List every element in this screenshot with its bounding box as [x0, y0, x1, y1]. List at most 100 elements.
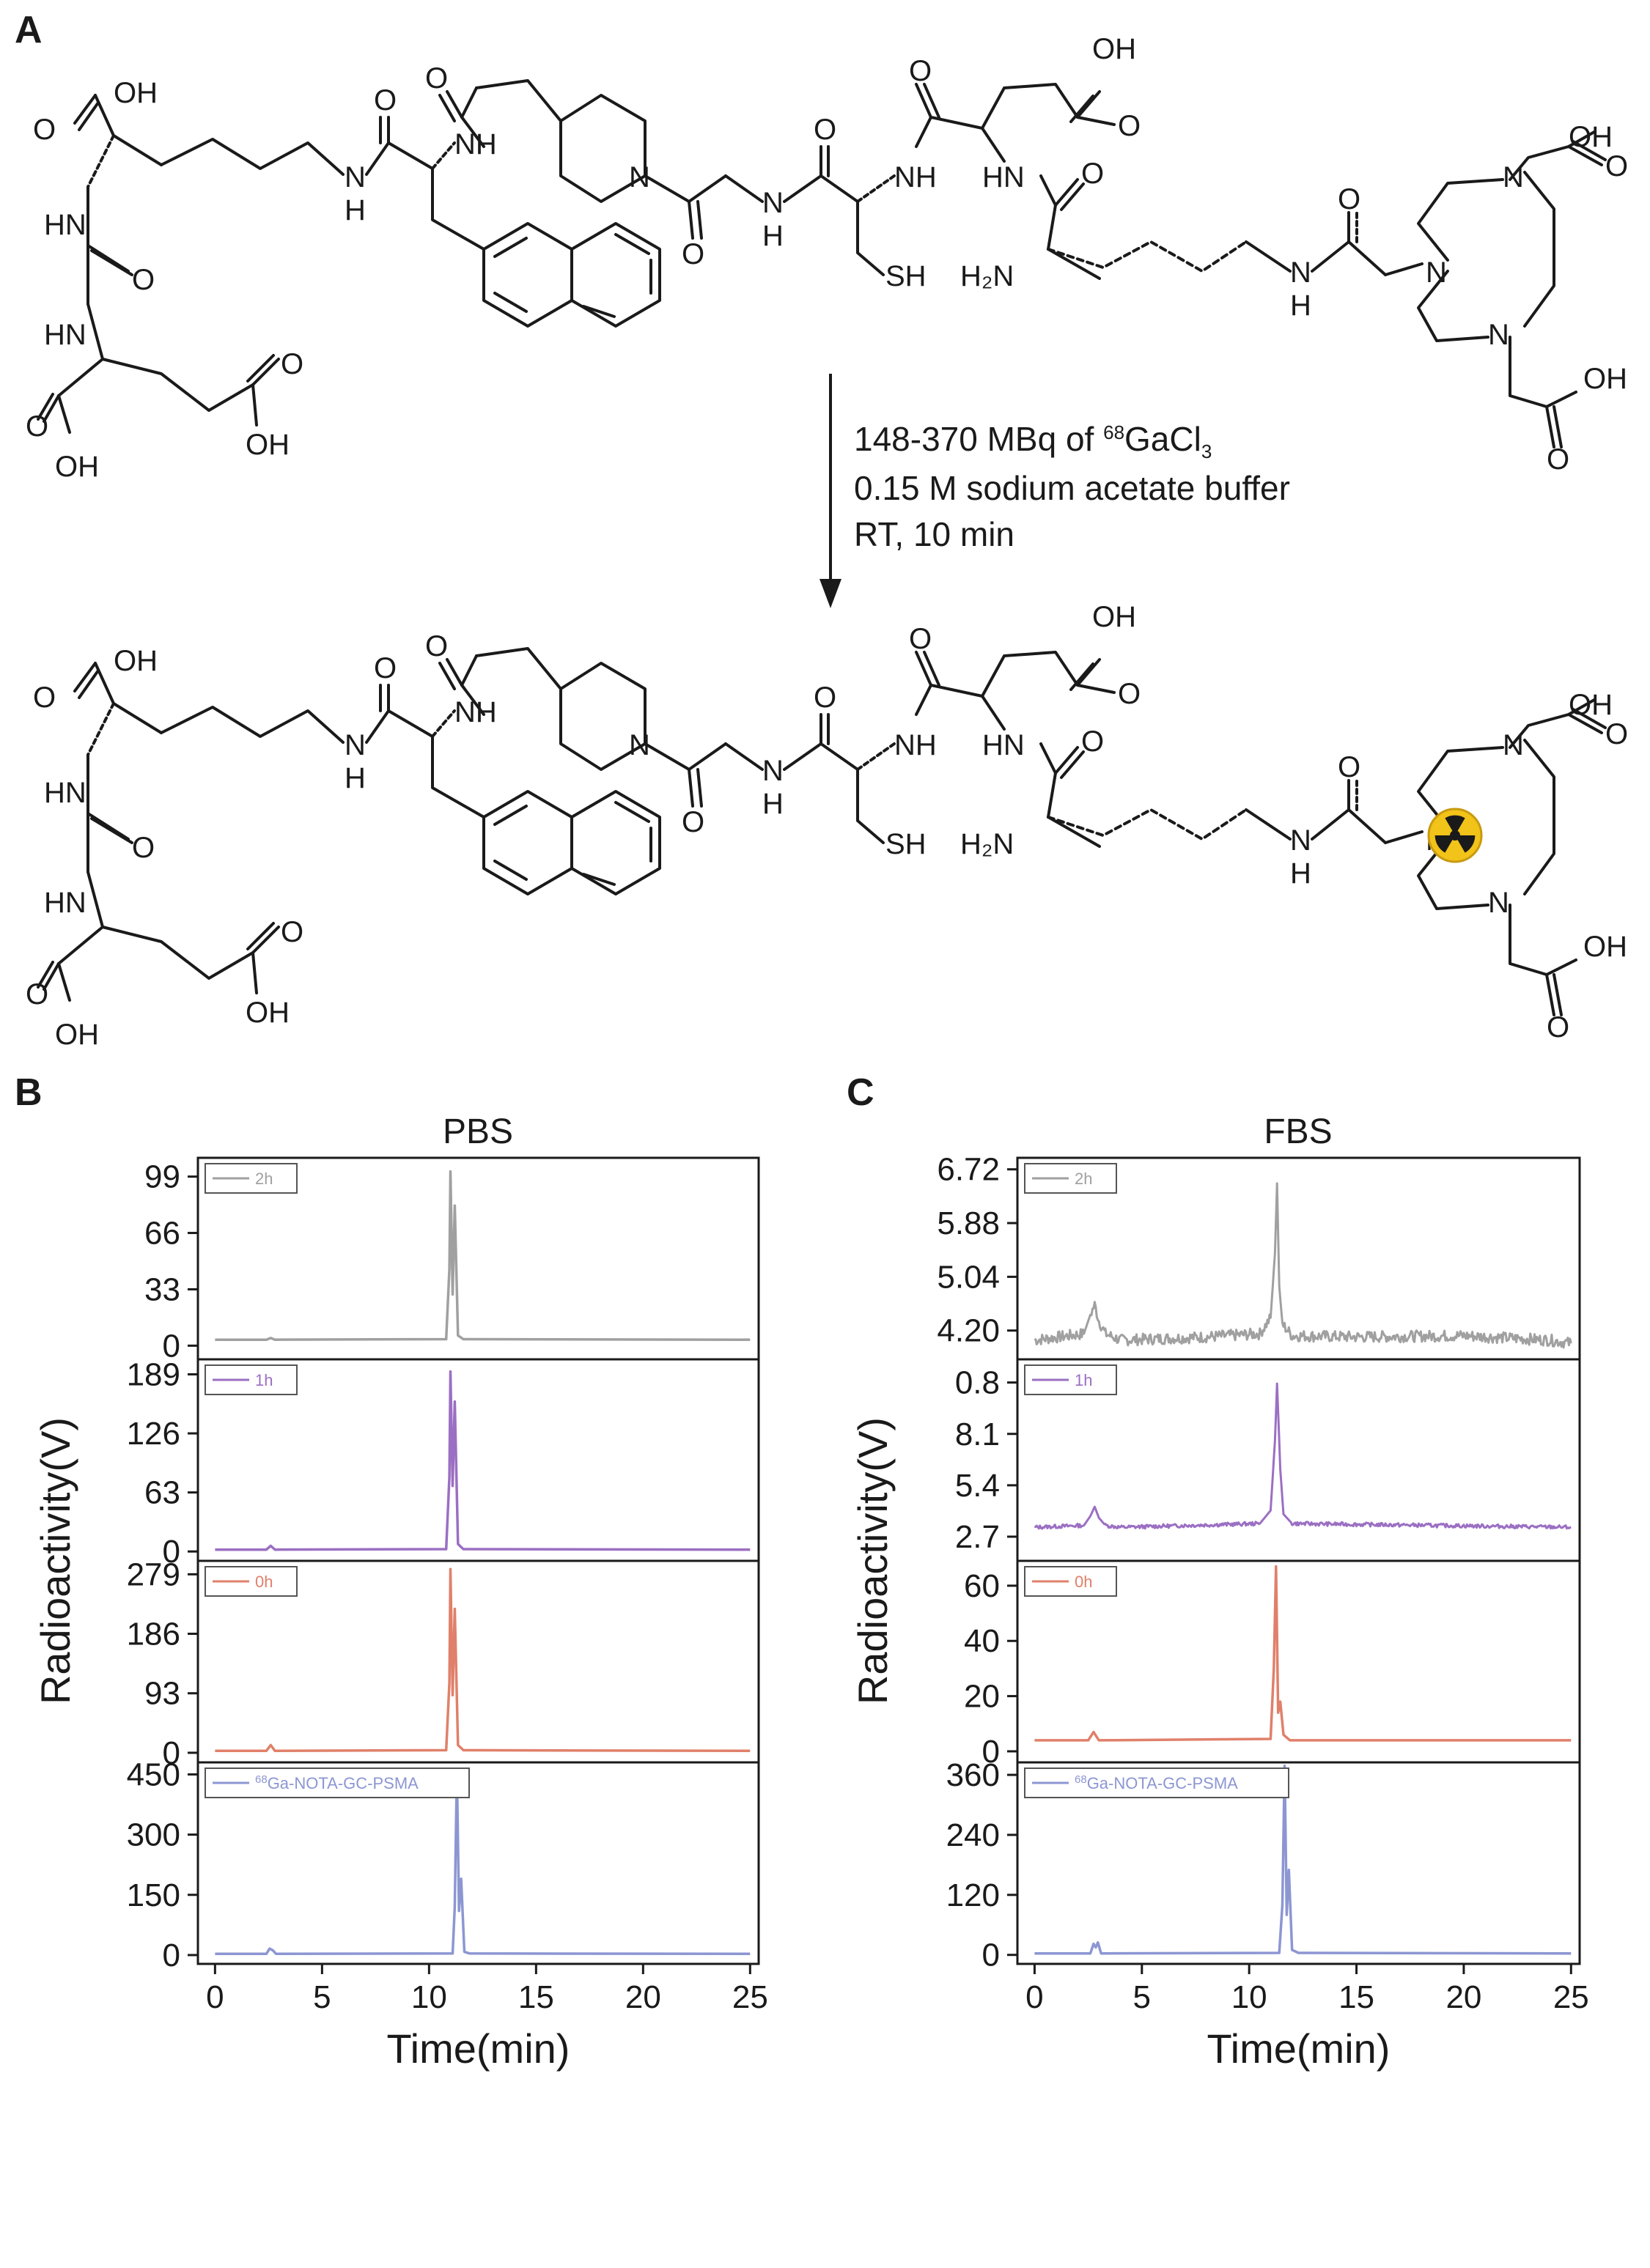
atom-label: N — [345, 161, 366, 193]
atom-label: O — [1605, 150, 1628, 182]
atom-label: O — [1081, 725, 1104, 758]
atom-label: HN — [44, 209, 86, 241]
atom-label: NH — [894, 161, 937, 193]
atom-label: O — [1547, 1011, 1569, 1043]
radioactive-icon — [1427, 808, 1483, 863]
y-tick-label: 189 — [127, 1356, 180, 1392]
atom-label: H₂N — [960, 828, 1014, 860]
reaction-arrow — [820, 374, 841, 608]
atom-label: H₂N — [960, 260, 1014, 292]
atom-label: N — [345, 729, 366, 761]
reaction-condition-time: RT, 10 min — [854, 515, 1014, 553]
x-tick-label: 15 — [518, 1979, 554, 2015]
series-line — [215, 1567, 751, 1753]
x-tick-label: 25 — [732, 1979, 768, 2015]
atom-label: O — [1338, 183, 1360, 215]
atom-label: O — [814, 681, 836, 714]
atom-label: N — [629, 161, 650, 193]
atom-label: SH — [885, 260, 927, 292]
atom-label: OH — [1092, 601, 1136, 633]
atom-label: H — [345, 194, 366, 226]
product-structure: OH O HN O HN O OH O OH N H O NH O N O N … — [26, 601, 1628, 1051]
y-tick-label: 0 — [163, 1534, 180, 1570]
series-line — [215, 1770, 751, 1956]
y-tick-label: 63 — [144, 1475, 180, 1511]
atom-label: HN — [44, 887, 86, 919]
x-tick-label: 5 — [313, 1979, 331, 2015]
y-tick-label: 300 — [127, 1817, 180, 1853]
y-tick-label: 450 — [127, 1757, 180, 1792]
x-axis-label: Time(min) — [1207, 2025, 1391, 2072]
y-tick-label: 0 — [982, 1734, 1000, 1770]
atom-label: O — [374, 84, 397, 117]
x-tick-label: 0 — [206, 1979, 224, 2015]
atom-label: NH — [454, 696, 497, 728]
legend-label: 2h — [1075, 1170, 1092, 1188]
atom-label: O — [1547, 443, 1569, 476]
atom-label: N — [762, 187, 784, 219]
atom-label: O — [1081, 158, 1104, 190]
y-tick-label: 0 — [163, 1938, 180, 1973]
legend-label: 0h — [255, 1573, 273, 1591]
isotope-mass: 68 — [1103, 421, 1124, 443]
reaction-condition-reagent: 148-370 MBq of 68GaCl3 — [854, 420, 1212, 462]
atom-label: N — [1290, 824, 1311, 857]
atom-label: O — [26, 410, 48, 443]
y-tick-label: 40 — [964, 1623, 1000, 1659]
y-tick-label: 99 — [144, 1159, 180, 1195]
y-axis-label: Radioactivity(V) — [850, 1417, 896, 1704]
reagent-prefix: 148-370 MBq of — [854, 420, 1103, 458]
legend-label: 1h — [1075, 1371, 1092, 1389]
atom-label: H — [762, 220, 784, 252]
y-tick-label: 66 — [144, 1216, 180, 1252]
atom-label: OH — [246, 997, 290, 1029]
atom-label: O — [1118, 110, 1141, 142]
reagent-element: GaCl — [1124, 420, 1201, 458]
atom-label: NH — [454, 128, 497, 160]
y-tick-label: 5.4 — [955, 1468, 1000, 1504]
atom-label: O — [1605, 718, 1628, 750]
x-tick-label: 0 — [1025, 1979, 1043, 2015]
x-tick-label: 10 — [411, 1979, 447, 2015]
y-tick-label: 5.88 — [937, 1205, 1000, 1241]
y-tick-label: 0.8 — [955, 1365, 1000, 1401]
atom-label: HN — [44, 777, 86, 809]
legend-label: 68Ga-NOTA-GC-PSMA — [255, 1773, 419, 1792]
y-tick-label: 2.7 — [955, 1519, 1000, 1555]
panel-letter-a: A — [15, 9, 43, 51]
atom-label: O — [425, 62, 448, 95]
atom-label: O — [281, 916, 303, 948]
x-tick-label: 20 — [625, 1979, 661, 2015]
atom-label: OH — [1583, 931, 1627, 963]
legend-label: 1h — [255, 1371, 273, 1389]
atom-label: N — [1503, 161, 1524, 193]
atom-label: O — [26, 978, 48, 1011]
y-tick-label: 150 — [127, 1877, 180, 1913]
y-tick-label: 279 — [127, 1556, 180, 1592]
atom-label: HN — [44, 319, 86, 351]
atom-label: O — [281, 348, 303, 380]
atom-label: OH — [114, 645, 158, 677]
atom-label: OH — [246, 429, 290, 461]
atom-label: H — [1290, 857, 1311, 890]
atom-label: NH — [894, 729, 937, 761]
subplot-frame — [1016, 1761, 1581, 1965]
atom-label: N — [762, 755, 784, 787]
atom-label: O — [1338, 751, 1360, 783]
y-tick-label: 120 — [946, 1877, 1000, 1913]
atom-label: N — [1488, 319, 1509, 351]
atom-label: SH — [885, 828, 927, 860]
reactant-structure: OH O HN O HN O OH O OH N H O NH O N O N … — [26, 33, 1628, 483]
y-tick-label: 126 — [127, 1416, 180, 1452]
atom-label: OH — [1569, 689, 1613, 721]
y-tick-label: 33 — [144, 1271, 180, 1307]
atom-label: O — [374, 652, 397, 684]
atom-label: H — [1290, 289, 1311, 322]
atom-label: OH — [1583, 363, 1627, 395]
atom-label: N — [1426, 256, 1447, 289]
reagent-subscript: 3 — [1201, 440, 1212, 462]
atom-label: N — [629, 729, 650, 761]
y-tick-label: 360 — [946, 1757, 1000, 1793]
